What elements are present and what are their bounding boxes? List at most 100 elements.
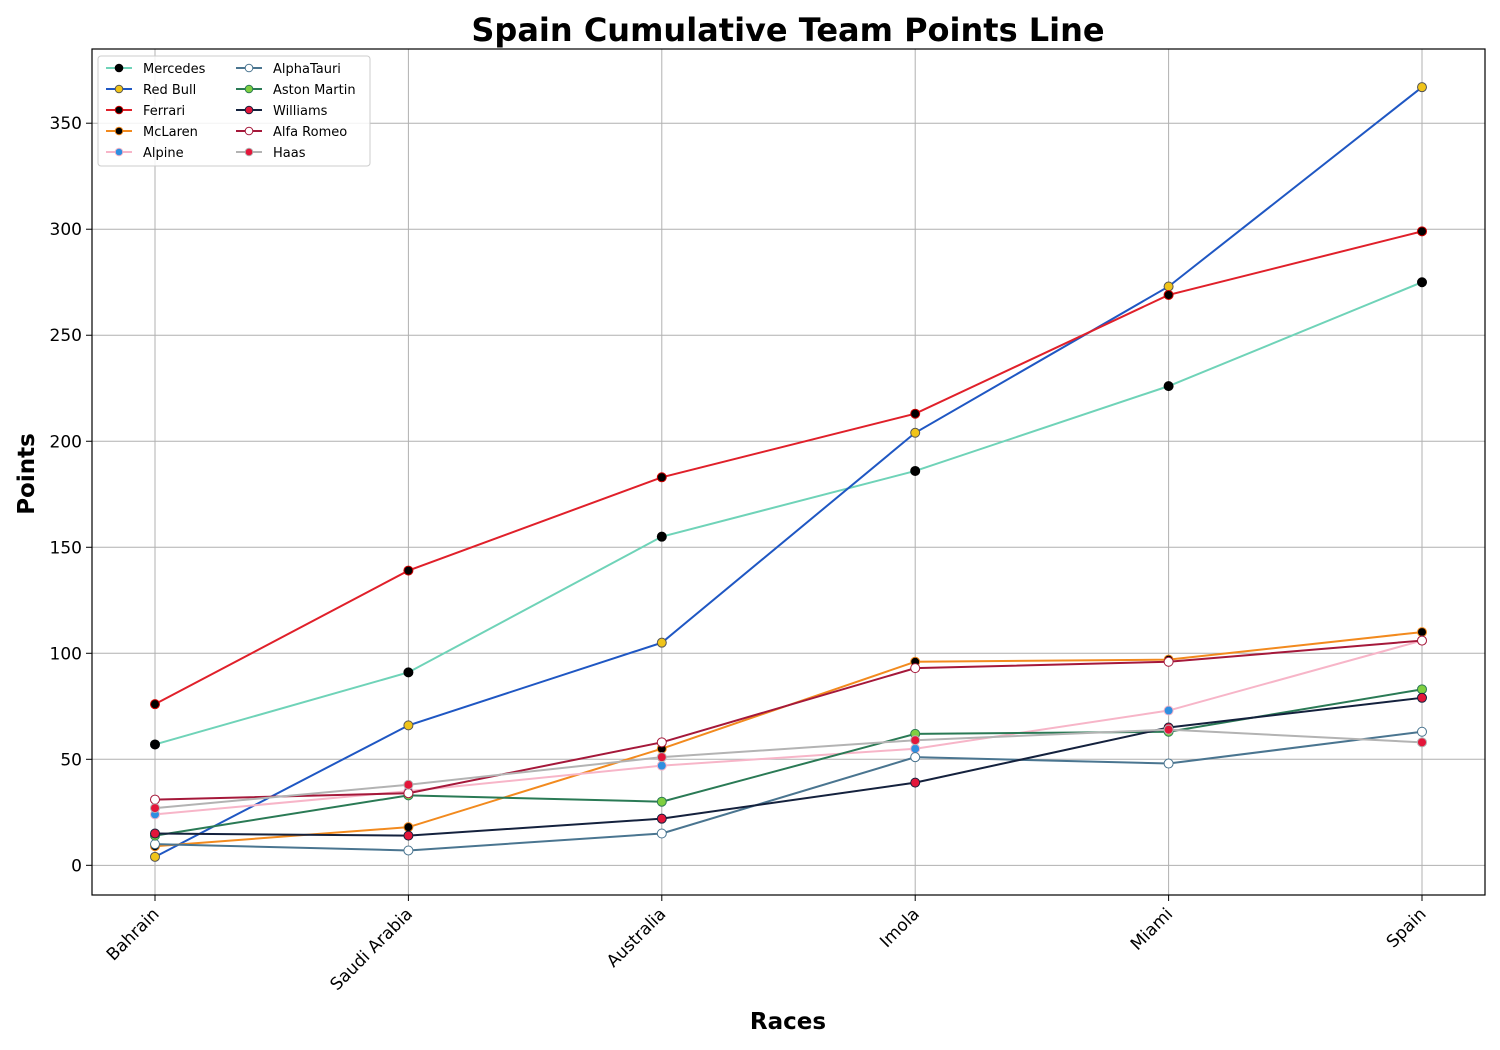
data-point-ferrari [1417,226,1427,237]
series-line-alfa-romeo [154,639,1423,801]
x-tick-label: Miami [1127,904,1177,954]
series-line-alphatauri [154,730,1423,852]
y-tick-label: 200 [50,432,82,452]
series-line-mclaren [154,631,1423,848]
legend-label: Red Bull [143,83,196,98]
data-point-mercedes [403,667,414,678]
grid [92,49,1485,895]
legend-swatch-marker [244,147,254,157]
series-aston-martin [150,684,1427,841]
legend-item: Haas [236,146,306,161]
data-point-ferrari [150,699,160,710]
series-mclaren [150,627,1427,852]
data-point-haas [403,779,414,790]
data-point-red-bull [403,720,414,731]
legend-label: Ferrari [143,104,185,119]
data-point-mercedes [150,739,160,750]
series-ferrari [150,226,1427,710]
data-point-mercedes [1163,381,1174,392]
legend-item: Mercedes [106,62,206,77]
data-point-haas [910,735,921,746]
data-point-ferrari [403,565,414,576]
legend: Mercedes Red Bull Ferrari McLaren Alpine Alph… [97,55,371,167]
series-williams [150,692,1427,841]
y-tick-label: 350 [50,114,82,134]
data-point-alpine [656,760,667,771]
series-alphatauri [150,726,1427,856]
data-point-ferrari [656,472,667,483]
legend-label: McLaren [143,125,198,140]
legend-item: McLaren [106,125,198,140]
data-point-haas [1417,737,1427,748]
y-tick-label: 250 [50,326,82,346]
legend-swatch-marker [244,105,254,115]
legend-swatch-marker [244,84,254,94]
x-tick-label: Imola [876,904,923,951]
legend-box [97,55,371,167]
x-tick-label: Spain [1383,904,1431,952]
y-axis-ticks: 0 50 100 150 200 250 300 350 [50,114,92,876]
series-line-ferrari [154,230,1423,706]
data-point-alfa-romeo [1417,635,1427,646]
series-alfa-romeo [150,635,1427,805]
data-point-alphatauri [1417,726,1427,737]
legend-item: Alpine [106,146,184,161]
y-tick-label: 50 [60,750,82,770]
data-point-alpine [1163,705,1174,716]
legend-item: Williams [236,104,328,119]
data-point-alfa-romeo [1163,656,1174,667]
legend-item: Red Bull [106,83,196,98]
data-point-haas [1163,724,1174,735]
legend-swatch-marker [114,84,124,94]
chart-title: Spain Cumulative Team Points Line [471,11,1104,49]
legend-label: Alpine [143,146,184,161]
x-axis-label: Races [750,1009,826,1035]
legend-item: AlphaTauri [236,62,341,77]
legend-swatch-marker [244,126,254,136]
series-line-williams [154,696,1423,837]
data-point-alpine [910,743,921,754]
data-point-williams [403,830,414,841]
x-axis-ticks: Bahrain Saudi Arabia Australia Imola Miami Sp… [103,895,1431,995]
data-point-alfa-romeo [656,737,667,748]
series-layer [150,82,1427,862]
y-axis-label: Points [14,433,40,515]
legend-label: Aston Martin [273,83,356,98]
series-red-bull [150,82,1427,862]
data-point-mercedes [910,465,921,476]
data-point-mclaren [403,822,414,833]
legend-label: Mercedes [143,62,206,77]
data-point-haas [656,752,667,763]
data-point-alphatauri [910,752,921,763]
data-point-alphatauri [403,845,414,856]
data-point-alfa-romeo [910,663,921,674]
x-tick-label: Australia [603,904,670,971]
data-point-alphatauri [1163,758,1174,769]
data-point-mclaren [1417,627,1427,638]
legend-item: Aston Martin [236,83,356,98]
legend-label: Williams [273,104,328,119]
data-point-haas [150,803,160,814]
legend-label: AlphaTauri [273,62,341,77]
legend-swatch-marker [244,63,254,73]
series-line-haas [154,728,1423,810]
data-point-alfa-romeo [150,794,160,805]
series-haas [150,724,1427,814]
data-point-williams [1417,692,1427,703]
series-line-mercedes [154,281,1423,746]
data-point-alphatauri [150,839,160,850]
y-tick-label: 100 [50,644,82,664]
legend-item: Alfa Romeo [236,125,347,140]
legend-label: Haas [273,146,306,161]
legend-swatch-marker [114,105,124,115]
data-point-williams [656,813,667,824]
legend-label: Alfa Romeo [273,125,347,140]
x-tick-label: Saudi Arabia [327,904,417,994]
legend-swatch-marker [114,147,124,157]
data-point-red-bull [1163,281,1174,292]
series-line-red-bull [154,86,1423,858]
data-point-mercedes [1417,277,1427,288]
series-line-alpine [154,639,1423,816]
data-point-red-bull [150,851,160,862]
